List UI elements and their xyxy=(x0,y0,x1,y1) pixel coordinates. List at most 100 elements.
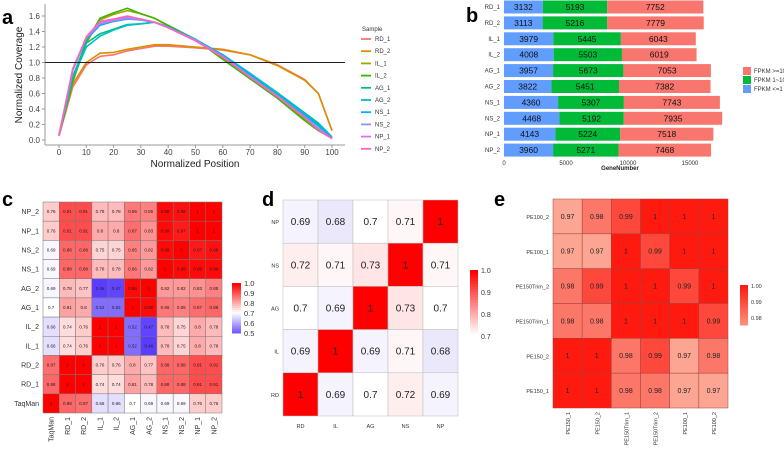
series-line-RD_2 xyxy=(58,43,333,136)
cell-value-label: 0.74 xyxy=(63,324,72,329)
heatmap-cell xyxy=(611,198,641,235)
cell-value-label: 0.87 xyxy=(128,228,137,233)
cell-value-label: 0.88 xyxy=(63,267,72,272)
cell-value-label: 1 xyxy=(50,401,53,406)
column-label: PE100_2 xyxy=(712,412,718,435)
column-label: NP_1 xyxy=(195,417,202,435)
cell-value-label: 0.76 xyxy=(112,363,121,368)
cell-value-label: 0.91 xyxy=(209,382,218,387)
cell-value-label: 0.7 xyxy=(364,217,378,228)
cell-value-label: 0.97 xyxy=(677,353,691,360)
cell-value-label: 1 xyxy=(115,343,118,348)
cell-value-label: 0.72 xyxy=(291,260,311,271)
cell-value-label: 1 xyxy=(711,284,715,291)
bar-segment xyxy=(620,127,714,141)
colorbar-segment xyxy=(470,278,478,282)
column-label: NS_2 xyxy=(179,417,186,435)
heatmap-cell xyxy=(552,198,583,235)
heatmap-cell xyxy=(317,372,354,417)
cell-value-label: 0.82 xyxy=(161,286,170,291)
cell-value-label: 0.99 xyxy=(648,353,662,360)
cell-value-label: 0.99 xyxy=(193,267,202,272)
heatmap-cell xyxy=(611,233,641,269)
colorbar-segment xyxy=(470,297,478,301)
colorbar-segment xyxy=(470,308,478,312)
bar-value-label: 7053 xyxy=(658,66,677,76)
cell-value-label: 0.86 xyxy=(128,267,137,272)
bar-value-label: 7382 xyxy=(655,82,674,92)
colorbar-segment xyxy=(232,301,241,305)
cell-value-label: 0.47 xyxy=(144,324,153,329)
column-label: AG_2 xyxy=(146,417,153,435)
cell-value-label: 0.97 xyxy=(561,249,575,256)
row-label: RD_1 xyxy=(21,382,39,389)
cell-value-label: 0.66 xyxy=(47,343,56,348)
legend-label: IL_2 xyxy=(375,74,387,80)
y-tick-label: 0.0 xyxy=(29,136,41,145)
colorbar-segment xyxy=(232,289,241,292)
cell-value-label: 0.98 xyxy=(209,248,218,253)
bar-value-label: 5193 xyxy=(566,2,585,12)
bar-segment xyxy=(504,0,543,14)
colorbar-segment xyxy=(232,291,241,294)
colorbar-segment xyxy=(740,285,748,288)
y-tick-label: 1.2 xyxy=(29,43,41,52)
cell-value-label: 1 xyxy=(333,347,339,358)
colorbar-segment xyxy=(740,296,748,299)
heatmap-cell xyxy=(422,329,459,374)
cell-value-label: 0.8 xyxy=(129,363,136,368)
cell-value-label: 0.85 xyxy=(209,286,218,291)
bar-segment xyxy=(542,16,608,30)
cell-value-label: 0.69 xyxy=(161,401,170,406)
row-label: AG_1 xyxy=(485,69,501,75)
row-label: IL_1 xyxy=(25,343,39,350)
colorbar-tick-label: 0.7 xyxy=(481,334,491,341)
row-label: PE150Trim_2 xyxy=(516,285,549,291)
colorbar-segment xyxy=(470,327,478,331)
cell-value-label: 0.7 xyxy=(434,304,448,315)
row-label: PE100_2 xyxy=(526,215,549,221)
cell-value-label: 0.77 xyxy=(144,363,153,368)
bar-value-label: 5216 xyxy=(565,18,584,28)
cell-value-label: 0.99 xyxy=(590,284,604,291)
heatmap-cell xyxy=(698,268,729,304)
colorbar-segment xyxy=(232,308,241,311)
colorbar-segment xyxy=(470,275,478,279)
y-tick-label: 1.6 xyxy=(29,12,41,21)
colorbar-tick-label: 0.8 xyxy=(244,299,254,308)
cell-value-label: 0.97 xyxy=(177,228,186,233)
colorbar-segment xyxy=(470,322,478,326)
heatmap-cell xyxy=(640,268,670,304)
cell-value-label: 0.88 xyxy=(177,363,186,368)
cell-value-label: 0.76 xyxy=(96,363,105,368)
bar-segment xyxy=(551,80,619,93)
bar-segment xyxy=(559,111,624,125)
bar-segment xyxy=(555,127,621,141)
heatmap-cell xyxy=(698,233,729,269)
row-label: NS_2 xyxy=(21,247,39,254)
cell-value-label: 0.85 xyxy=(128,248,137,253)
cell-value-label: 0.97 xyxy=(561,214,575,221)
column-label: RD xyxy=(297,424,305,430)
heatmap-cell xyxy=(387,372,424,417)
colorbar-segment xyxy=(740,300,748,303)
cell-value-label: 0.69 xyxy=(144,401,153,406)
cell-value-label: 0.87 xyxy=(47,363,56,368)
cell-value-label: 1 xyxy=(624,284,628,291)
cell-value-label: 1 xyxy=(653,318,657,325)
column-label: TaqMan xyxy=(49,417,56,442)
heatmap-cell xyxy=(698,198,729,235)
cell-value-label: 1 xyxy=(653,214,657,221)
row-label: PE150_2 xyxy=(526,354,549,360)
cell-value-label: 1 xyxy=(82,363,85,368)
colorbar-segment xyxy=(232,320,241,324)
cell-value-label: 1 xyxy=(653,284,657,291)
cell-value-label: 0.98 xyxy=(619,388,633,395)
series-line-IL_1 xyxy=(58,9,333,140)
colorbar-segment xyxy=(470,319,478,323)
colorbar-segment xyxy=(232,285,241,288)
cell-value-label: 0.99 xyxy=(648,249,662,256)
colorbar-segment xyxy=(232,299,241,303)
cell-value-label: 0.72 xyxy=(396,390,416,401)
cell-value-label: 0.73 xyxy=(361,260,381,271)
